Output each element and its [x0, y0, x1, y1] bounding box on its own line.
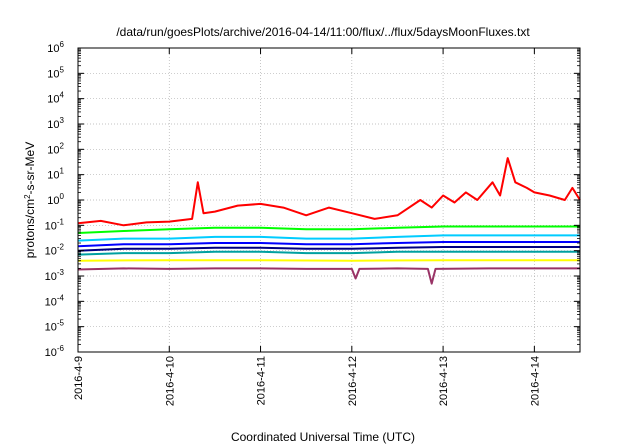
y-tick-label-base: 10: [47, 119, 59, 131]
y-tick-label: 10-4: [45, 293, 65, 308]
x-tick-label: 2016-4-14: [529, 356, 541, 406]
y-tick-label: 10-6: [45, 344, 65, 359]
y-tick-label-exponent: -6: [57, 344, 65, 353]
y-tick-label-base: 10: [45, 246, 57, 258]
flux-series-line: [77, 157, 581, 227]
x-tick-label: 2016-4-12: [347, 356, 359, 406]
y-tick-label-exponent: 2: [60, 141, 65, 150]
y-tick-label: 10-1: [45, 217, 65, 232]
y-axis-label-suffix: -s-sr-MeV: [23, 142, 37, 195]
y-tick-label-exponent: -3: [57, 268, 65, 277]
y-tick-label-exponent: -4: [57, 293, 65, 302]
y-tick-label-exponent: 4: [60, 91, 65, 100]
y-tick-label-exponent: 3: [60, 116, 65, 125]
y-tick-label-base: 10: [45, 271, 57, 283]
flux-series-line: [77, 241, 580, 248]
y-tick-label-base: 10: [45, 347, 57, 359]
y-tick-label-exponent: 0: [60, 192, 65, 201]
chart-title: /data/run/goesPlots/archive/2016-04-14/1…: [116, 25, 530, 39]
y-tick-label: 102: [47, 141, 64, 156]
y-tick-label: 10-3: [45, 268, 65, 283]
x-tick-label: 2016-4-11: [256, 356, 268, 405]
x-tick-label: 2016-4-13: [438, 356, 450, 406]
y-tick-label: 101: [47, 167, 64, 182]
y-tick-label: 10-2: [45, 243, 65, 258]
y-tick-label-base: 10: [47, 144, 59, 156]
flux-series-line: [77, 246, 580, 252]
y-tick-label-exponent: 6: [60, 40, 65, 49]
y-tick-label-exponent: -2: [57, 243, 65, 252]
y-tick-label-base: 10: [45, 220, 57, 232]
y-tick-label-exponent: -1: [57, 217, 65, 226]
x-tick-label: 2016-4-10: [164, 356, 176, 406]
y-tick-label-exponent: 5: [60, 65, 65, 74]
y-tick-label-exponent: -5: [57, 319, 65, 328]
axis-ticks: 10-610-510-410-310-210-11001011021031041…: [45, 40, 580, 406]
y-tick-label-base: 10: [45, 322, 57, 334]
y-tick-label-base: 10: [45, 296, 57, 308]
y-tick-label-base: 10: [47, 68, 59, 80]
y-tick-label-base: 10: [47, 43, 59, 55]
flux-series-line: [77, 234, 580, 242]
flux-series-line: [77, 259, 580, 262]
y-tick-label: 105: [47, 65, 64, 80]
flux-series-line: [77, 250, 580, 256]
x-tick-label: 2016-4-9: [73, 356, 85, 400]
flux-series-line: [77, 225, 580, 234]
flux-series-line: [77, 267, 580, 285]
y-tick-label: 100: [47, 192, 64, 207]
x-axis-label: Coordinated Universal Time (UTC): [231, 430, 415, 444]
y-tick-label-base: 10: [47, 195, 59, 207]
y-tick-label-base: 10: [47, 94, 59, 106]
y-tick-label: 10-5: [45, 319, 65, 334]
y-tick-label: 103: [47, 116, 64, 131]
series-group: [77, 157, 581, 285]
y-tick-label: 106: [47, 40, 64, 55]
y-tick-label-base: 10: [47, 170, 59, 182]
y-axis-label-superscript: 2: [23, 194, 32, 199]
y-tick-label-exponent: 1: [60, 167, 65, 176]
y-axis-label: protons/cm2-s-sr-MeV: [23, 142, 38, 258]
y-axis-label-prefix: protons/cm: [23, 199, 37, 258]
y-tick-label: 104: [47, 91, 64, 106]
